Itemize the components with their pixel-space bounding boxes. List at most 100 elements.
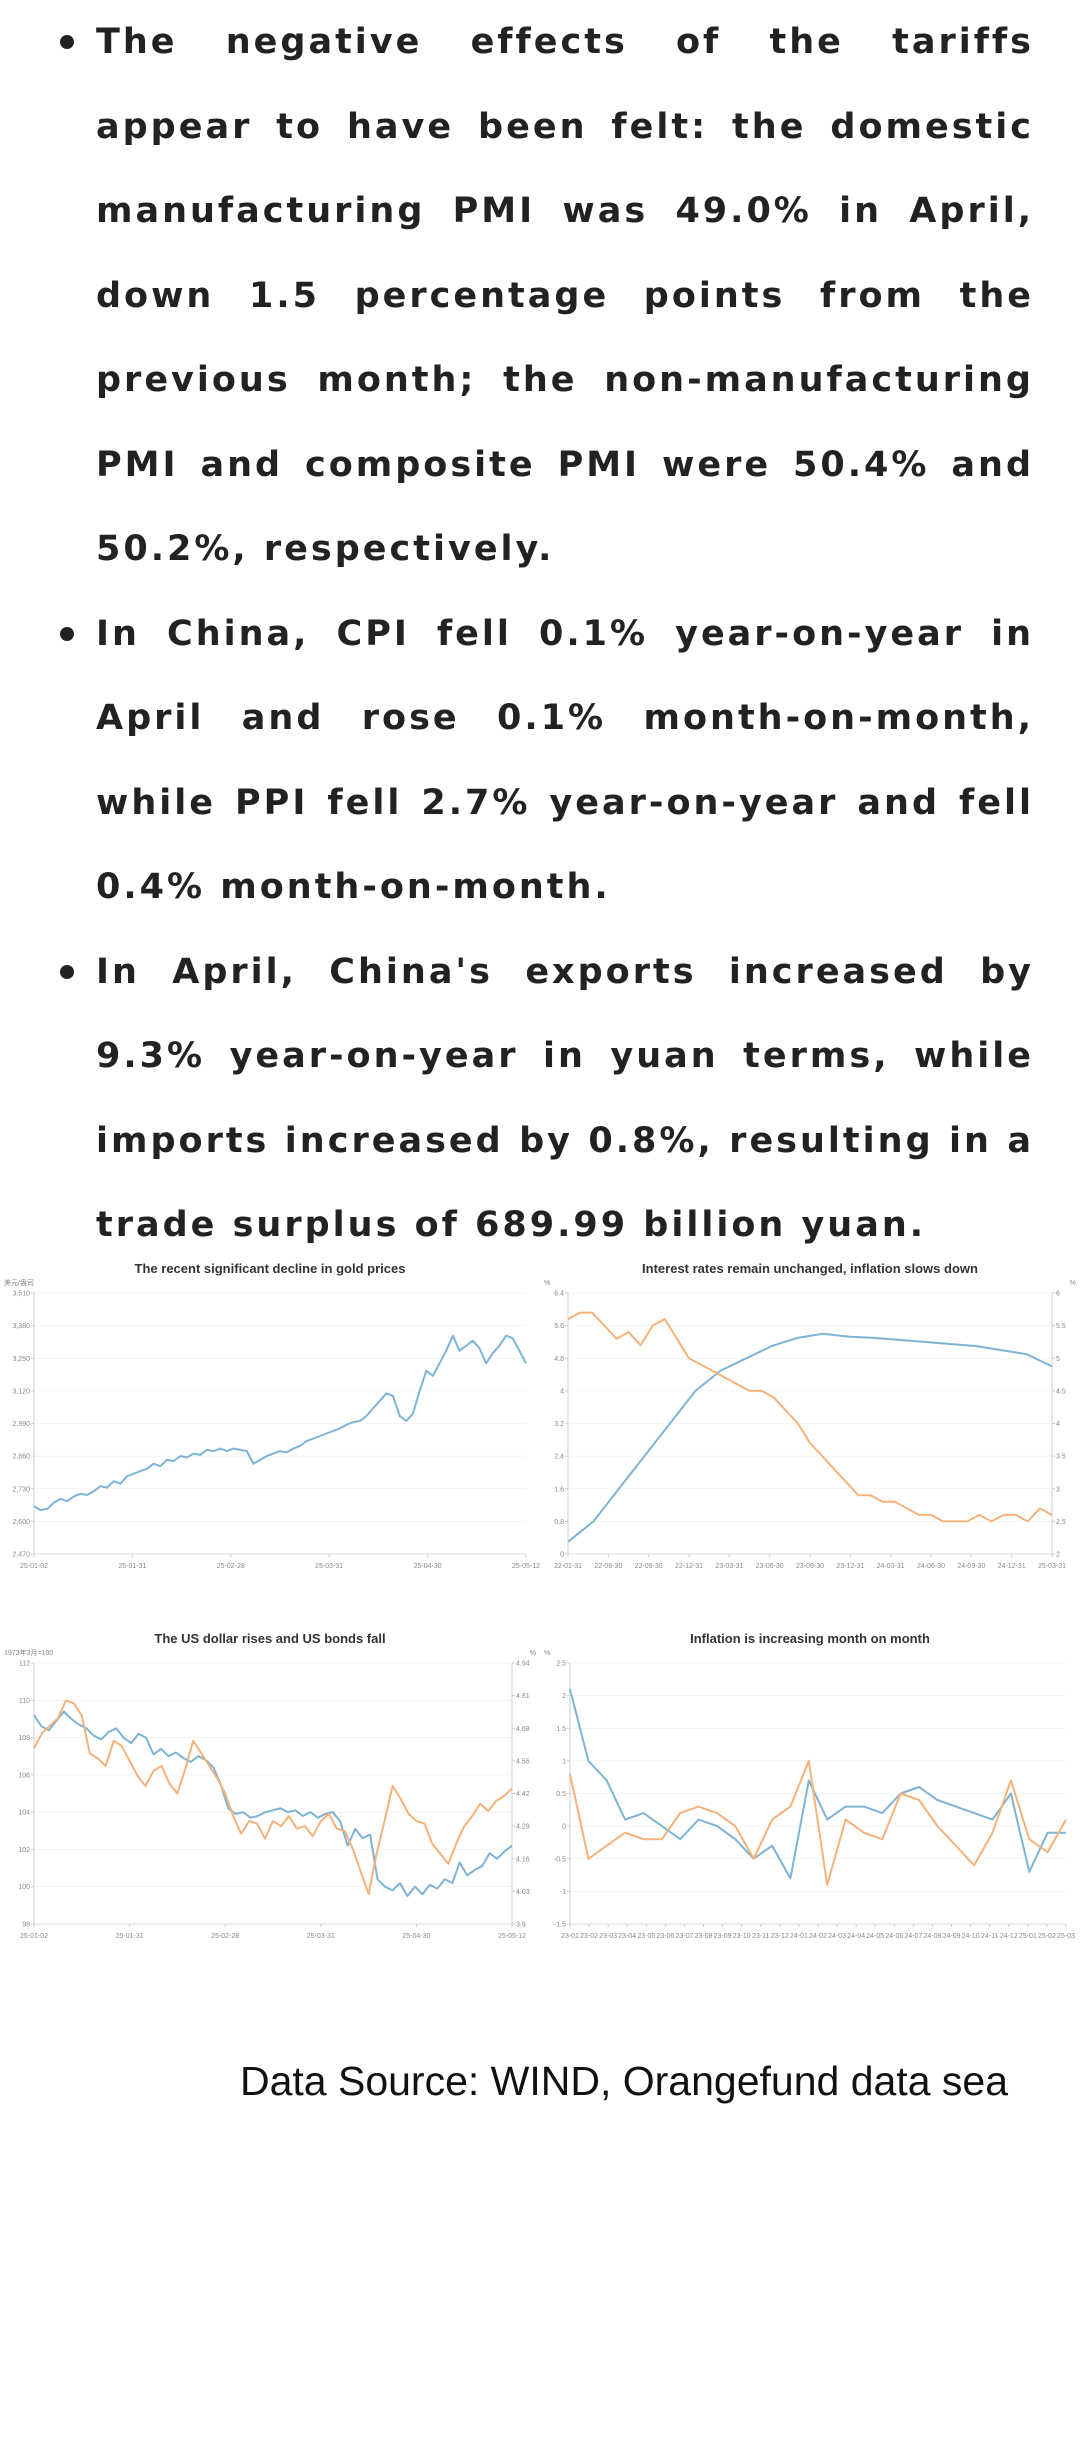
- orange-series-line: [569, 1759, 1067, 1886]
- x-tick-label: 25-01-31: [116, 1933, 144, 1940]
- right-tick-label: 5.5: [1056, 1323, 1066, 1330]
- x-tick-label: 23-12: [771, 1933, 789, 1940]
- right-axis-unit: %: [1070, 1280, 1076, 1287]
- right-axis-unit: %: [530, 1650, 536, 1657]
- chart-title: The recent significant decline in gold p…: [135, 1261, 406, 1276]
- bullet-pmi-text: The negative effects of the tariffs appe…: [96, 22, 1034, 569]
- right-tick-label: 4.5: [1056, 1388, 1066, 1395]
- left-tick-label: 4.8: [554, 1356, 564, 1363]
- left-tick-label: 108: [18, 1735, 30, 1742]
- right-tick-label: 4.16: [516, 1856, 530, 1863]
- left-tick-label: 5.6: [554, 1323, 564, 1330]
- right-tick-label: 4.42: [516, 1791, 530, 1798]
- left-tick-label: 2,990: [12, 1421, 30, 1428]
- x-tick-label: 23-12-31: [836, 1563, 864, 1570]
- left-tick-label: 2,600: [12, 1519, 30, 1526]
- left-tick-label: 2: [562, 1693, 566, 1700]
- left-tick-label: 2,730: [12, 1486, 30, 1493]
- left-axis-unit: 美元/盎司: [4, 1278, 34, 1287]
- left-tick-label: 3,120: [12, 1388, 30, 1395]
- right-tick-label: 4.55: [516, 1758, 530, 1765]
- right-tick-label: 2: [1056, 1552, 1060, 1559]
- bullet-dot: [60, 964, 74, 979]
- x-tick-label: 22-06-30: [594, 1563, 622, 1570]
- data-source: Data Source: WIND, Orangefund data sea: [239, 2058, 1008, 2104]
- left-tick-label: 102: [18, 1847, 30, 1854]
- x-tick-label: 22-12-31: [675, 1563, 703, 1570]
- left-tick-label: 6.4: [554, 1291, 564, 1298]
- left-tick-label: 0: [560, 1552, 564, 1559]
- left-tick-label: -1.5: [554, 1922, 566, 1929]
- left-tick-label: 1.5: [556, 1726, 566, 1733]
- x-tick-label: 24-09-30: [957, 1563, 985, 1570]
- x-tick-label: 25-01-31: [118, 1563, 146, 1570]
- left-tick-label: 4: [560, 1388, 564, 1395]
- x-tick-label: 23-11: [752, 1933, 769, 1940]
- x-tick-label: 22-09-30: [635, 1563, 663, 1570]
- left-tick-label: 3,380: [12, 1323, 30, 1330]
- blue-series-line: [33, 1334, 527, 1512]
- x-tick-label: 23-07: [676, 1933, 694, 1940]
- bullet-dot: [60, 626, 74, 641]
- left-tick-label: 110: [19, 1698, 30, 1705]
- right-tick-label: 4.68: [516, 1726, 530, 1733]
- bullet-list: The negative effects of the tariffs appe…: [0, 0, 1080, 1268]
- x-tick-label: 23-09: [714, 1933, 732, 1940]
- left-tick-label: 2,470: [12, 1552, 30, 1559]
- bullet-trade: In April, China's exports increased by 9…: [0, 930, 1080, 1268]
- right-tick-label: 3: [1056, 1486, 1060, 1493]
- right-tick-label: 4.81: [516, 1693, 530, 1700]
- x-tick-label: 25-04-30: [402, 1933, 430, 1940]
- x-tick-label: 24-12: [1000, 1933, 1018, 1940]
- x-tick-label: 24-06: [885, 1933, 903, 1940]
- right-tick-label: 6: [1056, 1291, 1060, 1298]
- x-tick-label: 23-01: [561, 1933, 579, 1940]
- bullet-pmi: The negative effects of the tariffs appe…: [0, 0, 1080, 592]
- x-tick-label: 24-04: [847, 1933, 865, 1940]
- x-tick-label: 23-04: [618, 1933, 636, 1940]
- left-axis-unit: %: [544, 1650, 550, 1657]
- right-tick-label: 5: [1056, 1356, 1060, 1363]
- left-axis-unit: 1973年3月=100: [4, 1648, 53, 1657]
- chart-title: Interest rates remain unchanged, inflati…: [642, 1261, 978, 1276]
- blue-series-line: [569, 1688, 1066, 1880]
- x-tick-label: 25-02-28: [217, 1563, 245, 1570]
- right-tick-label: 4.03: [516, 1889, 530, 1896]
- x-tick-label: 23-03-31: [715, 1563, 743, 1570]
- chart-title: Inflation is increasing month on month: [690, 1631, 930, 1646]
- chart-svg: Inflation is increasing month on month% -…: [544, 1631, 1075, 1940]
- left-tick-label: 2,860: [12, 1454, 30, 1461]
- x-tick-label: 24-08: [924, 1933, 942, 1940]
- right-tick-label: 3.5: [1056, 1454, 1066, 1461]
- left-tick-label: 98: [22, 1922, 30, 1929]
- x-tick-label: 25-05-12: [498, 1933, 526, 1940]
- x-tick-label: 23-05: [637, 1933, 655, 1940]
- left-tick-label: 2.5: [556, 1661, 566, 1668]
- x-tick-label: 23-10: [733, 1933, 751, 1940]
- x-tick-label: 25-02: [1038, 1933, 1056, 1940]
- x-tick-label: 24-12-31: [998, 1563, 1026, 1570]
- bullet-dot: [60, 35, 74, 49]
- left-tick-label: 1: [562, 1758, 566, 1765]
- left-tick-label: 0.8: [554, 1519, 564, 1526]
- x-tick-label: 23-06: [656, 1933, 674, 1940]
- right-tick-label: 4.29: [516, 1824, 530, 1831]
- left-tick-label: 0.5: [556, 1791, 566, 1798]
- x-tick-label: 24-03: [828, 1933, 846, 1940]
- x-tick-label: 25-03-31: [1038, 1563, 1066, 1570]
- left-tick-label: 3.2: [554, 1421, 564, 1428]
- left-tick-label: 100: [18, 1884, 30, 1891]
- right-tick-label: 2.5: [1056, 1519, 1066, 1526]
- dollar-bond-chart: The US dollar rises and US bonds fall 197…: [0, 1625, 540, 1960]
- left-tick-label: 0: [562, 1824, 566, 1831]
- left-tick-label: 3,510: [12, 1291, 30, 1298]
- x-tick-label: 24-02: [809, 1933, 827, 1940]
- chart-svg: The recent significant decline in gold p…: [4, 1261, 540, 1570]
- left-tick-label: -1: [560, 1889, 566, 1896]
- left-tick-label: -0.5: [554, 1856, 566, 1863]
- left-tick-label: 3,250: [12, 1356, 30, 1363]
- x-tick-label: 23-08: [695, 1933, 713, 1940]
- orange-series-line: [33, 1699, 513, 1895]
- blue-series-line: [33, 1710, 513, 1897]
- gold-price-chart: The recent significant decline in gold p…: [0, 1255, 540, 1590]
